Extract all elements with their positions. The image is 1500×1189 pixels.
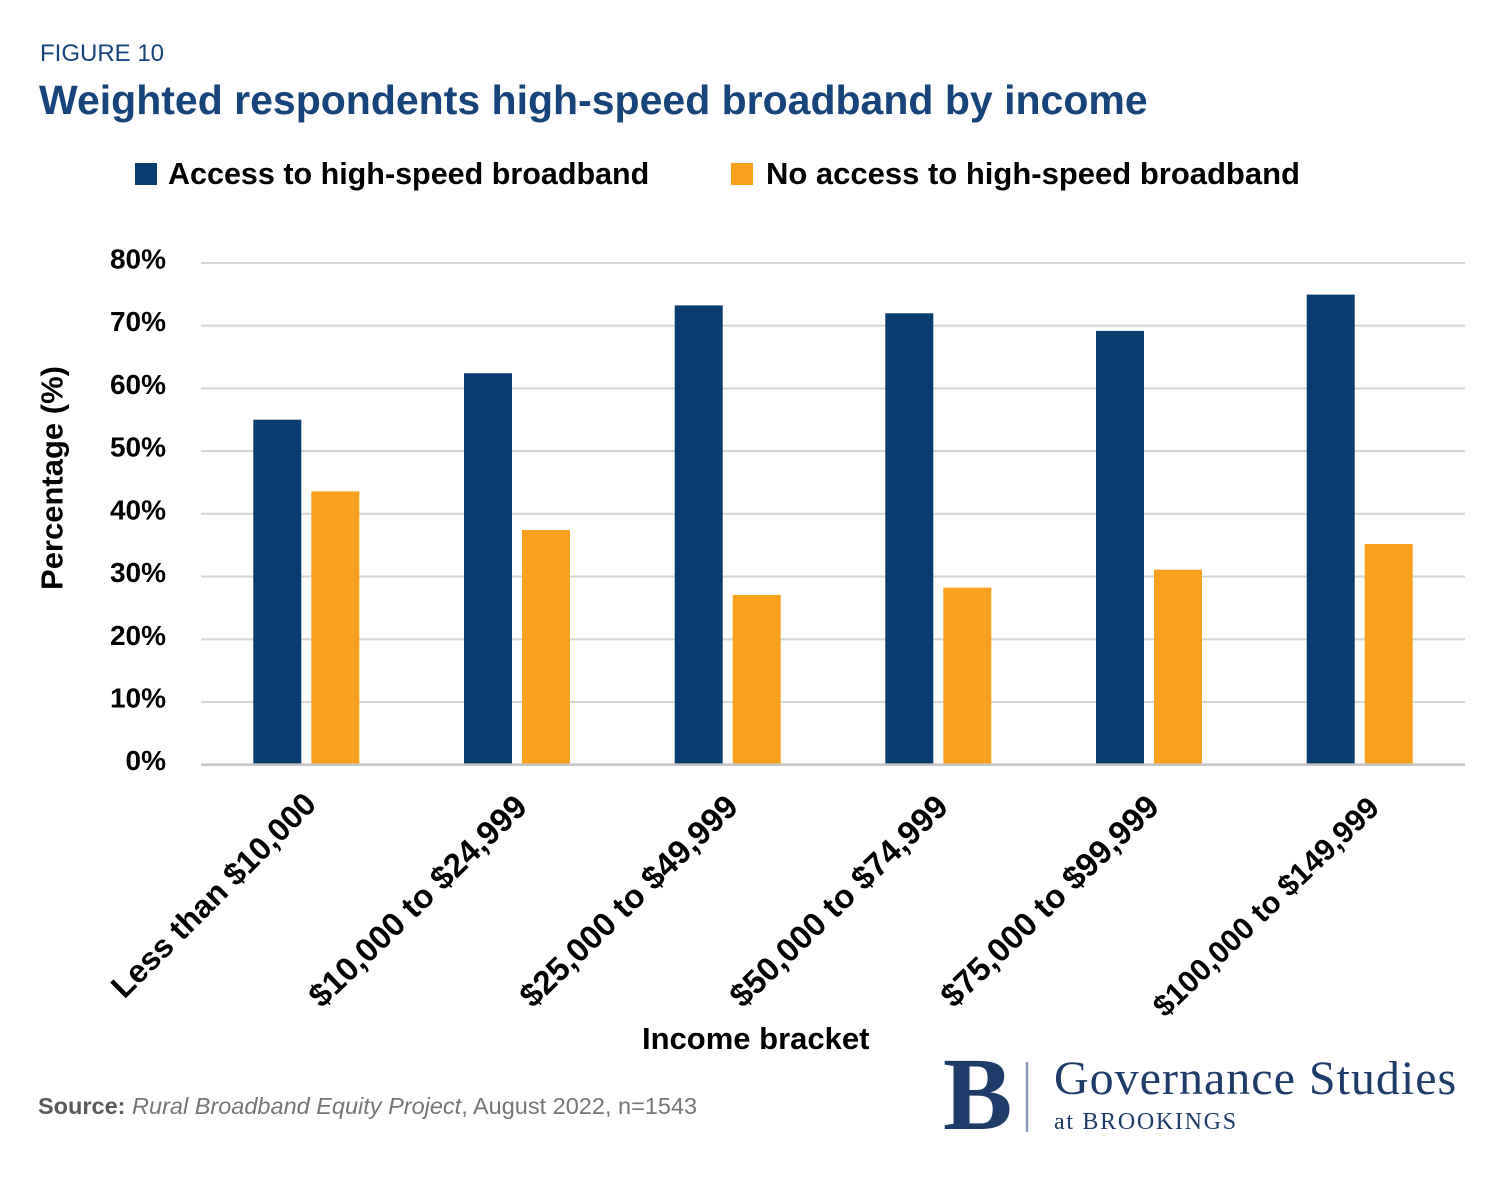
svg-text:Source: Rural Broadband Equity: Source: Rural Broadband Equity Project, …: [38, 1093, 697, 1119]
svg-text:at BROOKINGS: at BROOKINGS: [1054, 1109, 1238, 1135]
svg-text:20%: 20%: [110, 620, 166, 651]
svg-text:Income bracket: Income bracket: [642, 1021, 869, 1056]
svg-text:Governance Studies: Governance Studies: [1054, 1052, 1457, 1105]
svg-text:FIGURE 10: FIGURE 10: [40, 40, 164, 67]
svg-text:$10,000 to $24,999: $10,000 to $24,999: [301, 787, 534, 1014]
svg-text:$100,000 to $149,999: $100,000 to $149,999: [1146, 791, 1386, 1024]
svg-text:30%: 30%: [110, 557, 166, 588]
svg-text:10%: 10%: [110, 683, 166, 714]
svg-text:Percentage (%): Percentage (%): [35, 366, 70, 590]
svg-text:$50,000 to $74,999: $50,000 to $74,999: [722, 787, 955, 1014]
svg-text:80%: 80%: [110, 244, 166, 275]
svg-text:Less than $10,000: Less than $10,000: [104, 785, 323, 1004]
svg-text:No access to high-speed broadb: No access to high-speed broadband: [766, 156, 1300, 191]
svg-text:$25,000 to $49,999: $25,000 to $49,999: [512, 787, 745, 1014]
svg-text:$75,000 to $99,999: $75,000 to $99,999: [933, 787, 1166, 1014]
svg-text:50%: 50%: [110, 432, 166, 463]
svg-text:70%: 70%: [110, 306, 166, 337]
svg-text:60%: 60%: [110, 369, 166, 400]
svg-text:B: B: [943, 1037, 1012, 1152]
svg-text:Weighted respondents high-spee: Weighted respondents high-speed broadban…: [39, 77, 1148, 123]
svg-text:0%: 0%: [126, 745, 167, 776]
svg-text:Access to high-speed broadband: Access to high-speed broadband: [168, 157, 649, 191]
svg-text:40%: 40%: [110, 494, 166, 525]
